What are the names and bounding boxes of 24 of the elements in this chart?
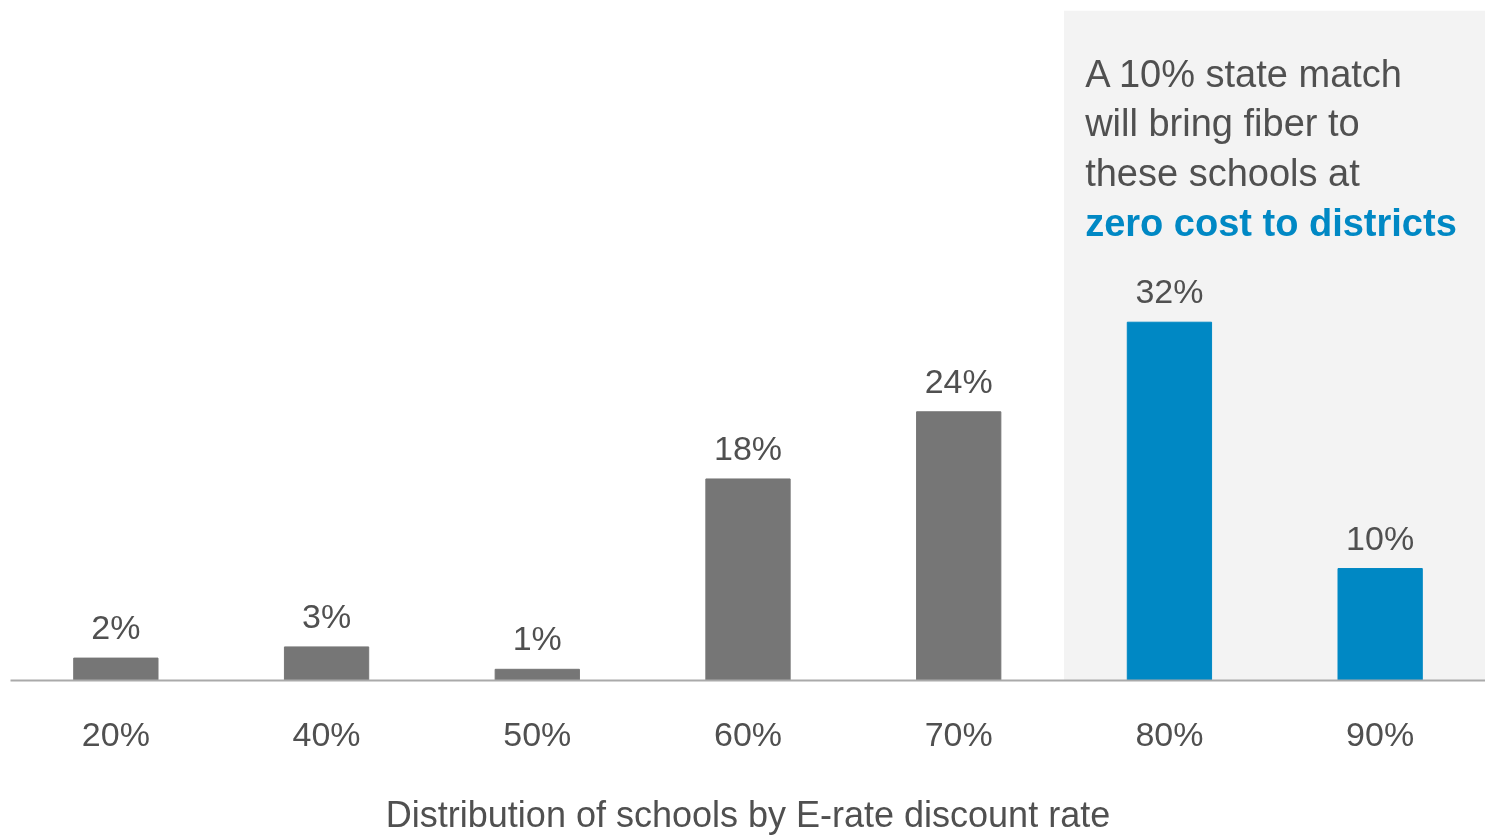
text: A 10% state match will bring fiber to these schools at: [1084, 52, 1402, 195]
data-label: 3%: [302, 596, 352, 635]
bar: [705, 478, 791, 681]
data-label: 18%: [713, 428, 783, 467]
bar: [1337, 568, 1423, 681]
bar: [916, 411, 1002, 681]
data-label: 2%: [91, 608, 141, 647]
x-axis-title: Distribution of schools by E-rate discount rate: [385, 793, 1111, 835]
text: zero cost to districts: [1085, 201, 1457, 244]
x-tick-label: 60%: [713, 714, 783, 753]
bar: [494, 668, 580, 681]
bar: [1126, 321, 1213, 681]
data-label: 32%: [1135, 272, 1204, 311]
x-tick-label: 20%: [81, 714, 150, 753]
bar: [283, 646, 370, 681]
x-tick-label: 50%: [503, 714, 572, 753]
data-label: 1%: [512, 619, 562, 658]
bar: [73, 657, 159, 681]
x-tick-label: 80%: [1135, 714, 1204, 753]
x-tick-label: 40%: [292, 714, 361, 753]
data-label: 24%: [924, 361, 993, 400]
x-tick-label: 90%: [1346, 714, 1415, 753]
data-label: 10%: [1346, 518, 1415, 557]
x-tick-label: 70%: [924, 714, 993, 753]
